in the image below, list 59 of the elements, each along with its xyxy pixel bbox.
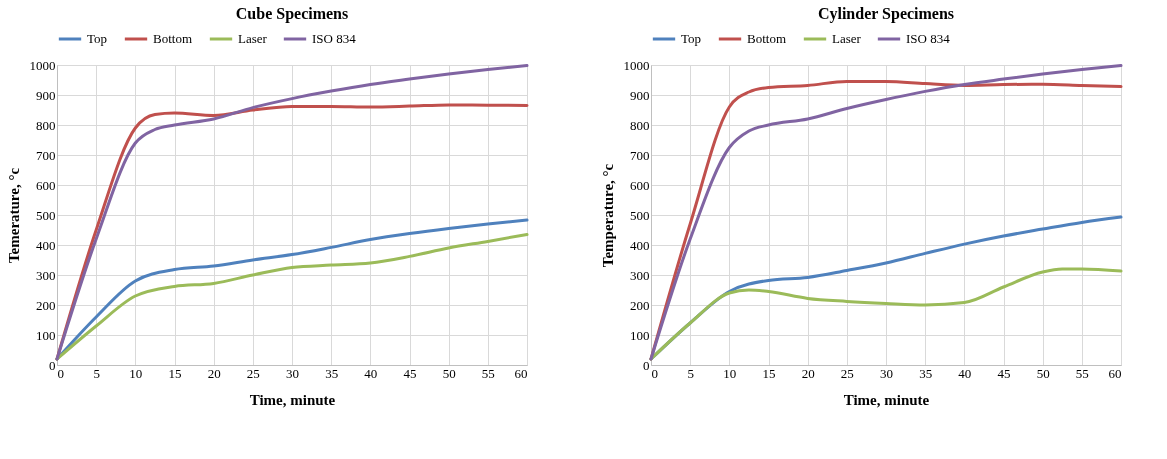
y-tick-label: 600 <box>36 177 56 193</box>
y-tick-label: 900 <box>36 87 56 103</box>
x-tick-label: 10 <box>129 365 143 381</box>
y-tick-label: 500 <box>630 207 650 223</box>
x-axis-title: Time, minute <box>249 391 336 408</box>
legend-label: Laser <box>832 31 862 46</box>
legend-label: ISO 834 <box>906 31 951 46</box>
y-tick-label: 800 <box>630 117 650 133</box>
x-tick-label: 15 <box>762 365 776 381</box>
x-tick-label: 60 <box>514 365 528 381</box>
x-tick-label: 40 <box>364 365 378 381</box>
y-tick-label: 1000 <box>623 57 650 73</box>
y-tick-label: 400 <box>630 237 650 253</box>
legend-label: Laser <box>238 31 268 46</box>
y-tick-label: 100 <box>36 327 56 343</box>
x-tick-label: 25 <box>246 365 260 381</box>
y-tick-label: 800 <box>36 117 56 133</box>
y-tick-label: 700 <box>36 147 56 163</box>
x-tick-label: 5 <box>93 365 100 381</box>
y-tick-label: 700 <box>630 147 650 163</box>
y-tick-label: 200 <box>630 297 650 313</box>
x-tick-label: 55 <box>1075 365 1089 381</box>
x-tick-label: 20 <box>207 365 221 381</box>
y-tick-label: 200 <box>36 297 56 313</box>
x-tick-label: 30 <box>286 365 299 381</box>
x-tick-label: 45 <box>997 365 1011 381</box>
chart-title: Cylinder Specimens <box>817 5 955 23</box>
x-tick-label: 20 <box>801 365 815 381</box>
x-tick-label: 15 <box>168 365 182 381</box>
x-tick-label: 5 <box>687 365 694 381</box>
y-axis-title: Temerature, °c <box>5 167 22 264</box>
x-tick-label: 60 <box>1108 365 1122 381</box>
y-tick-label: 300 <box>36 267 56 283</box>
y-tick-label: 600 <box>630 177 650 193</box>
x-tick-label: 45 <box>403 365 417 381</box>
x-tick-label: 55 <box>481 365 495 381</box>
y-tick-label: 100 <box>630 327 650 343</box>
y-tick-label: 300 <box>630 267 650 283</box>
x-tick-label: 50 <box>442 365 456 381</box>
y-tick-label: 400 <box>36 237 56 253</box>
x-tick-label: 35 <box>325 365 339 381</box>
legend-label: Bottom <box>747 31 787 46</box>
y-tick-label: 1000 <box>29 57 56 73</box>
legend-label: Bottom <box>153 31 193 46</box>
y-tick-label: 500 <box>36 207 56 223</box>
x-tick-label: 25 <box>840 365 854 381</box>
y-tick-label: 900 <box>630 87 650 103</box>
legend-label: Top <box>87 31 108 46</box>
x-tick-label: 40 <box>958 365 972 381</box>
legend-label: ISO 834 <box>312 31 357 46</box>
legend-label: Top <box>681 31 702 46</box>
x-tick-label: 35 <box>919 365 933 381</box>
line-series <box>649 267 1123 361</box>
x-tick-label: 50 <box>1036 365 1050 381</box>
chart-title: Cube Specimens <box>235 5 349 23</box>
x-tick-label: 30 <box>880 365 893 381</box>
x-tick-label: 10 <box>723 365 737 381</box>
y-axis-title: Temperature, °c <box>599 163 616 268</box>
x-axis-title: Time, minute <box>843 391 930 408</box>
